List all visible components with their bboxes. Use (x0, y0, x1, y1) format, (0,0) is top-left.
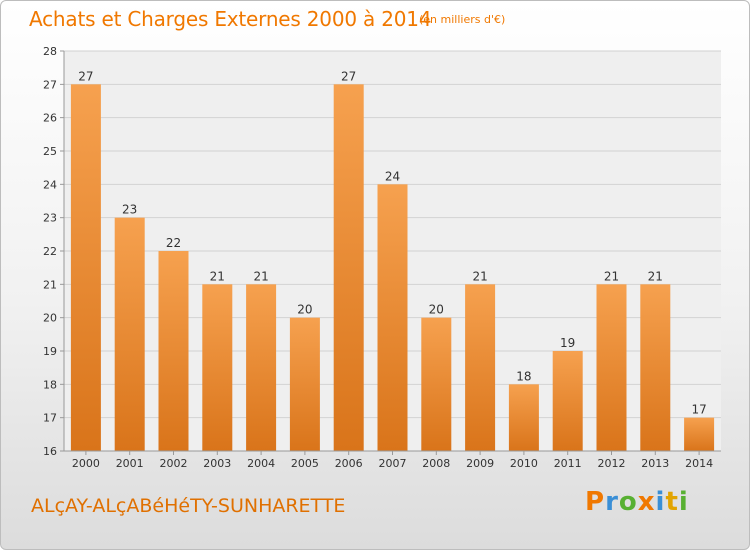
data-label-2002: 22 (166, 236, 181, 250)
data-label-2014: 17 (691, 403, 706, 417)
x-tick-label: 2004 (247, 457, 275, 470)
data-label-2007: 24 (385, 169, 400, 183)
x-tick-label: 2014 (685, 457, 713, 470)
data-label-2012: 21 (604, 269, 619, 283)
logo-letter: o (618, 487, 638, 517)
data-label-2000: 27 (78, 69, 93, 83)
data-label-2008: 20 (429, 303, 444, 317)
bar-2007 (377, 184, 408, 452)
x-tick-label: 2007 (379, 457, 407, 470)
logo-letter: i (655, 487, 666, 517)
y-tick-label: 25 (43, 145, 57, 158)
logo-letter: r (605, 487, 619, 517)
bar-2009 (465, 284, 496, 451)
logo-letter: x (637, 487, 656, 517)
x-tick-label: 2011 (554, 457, 582, 470)
proxiti-logo[interactable]: Proxiti (585, 487, 689, 517)
x-tick-label: 2003 (203, 457, 231, 470)
x-tick-label: 2000 (72, 457, 100, 470)
y-tick-label: 27 (43, 78, 57, 91)
data-label-2005: 20 (297, 303, 312, 317)
bar-2004 (246, 284, 277, 451)
bar-2012 (596, 284, 627, 451)
bar-2010 (508, 384, 539, 451)
bar-2003 (202, 284, 233, 451)
x-tick-label: 2009 (466, 457, 494, 470)
bar-2008 (421, 317, 452, 451)
bar-2013 (640, 284, 671, 451)
x-tick-label: 2013 (641, 457, 669, 470)
y-tick-label: 22 (43, 245, 57, 258)
x-tick-label: 2005 (291, 457, 319, 470)
x-tick-label: 2006 (335, 457, 363, 470)
data-label-2001: 23 (122, 203, 137, 217)
logo-letter: t (665, 487, 679, 517)
y-axis: 16 17 18 19 20 21 22 23 24 25 26 27 28 (43, 45, 65, 458)
x-tick-label: 2010 (510, 457, 538, 470)
y-tick-label: 26 (43, 112, 57, 125)
chart-title: Achats et Charges Externes 2000 à 2014 (29, 7, 432, 31)
y-tick-label: 19 (43, 345, 57, 358)
bar-2000 (70, 84, 101, 451)
commune-name: ALçAY-ALçABéHéTY-SUNHARETTE (31, 495, 346, 517)
y-tick-label: 23 (43, 212, 57, 225)
bar-2006 (333, 84, 364, 451)
bar-2002 (158, 251, 189, 451)
y-tick-label: 28 (43, 45, 57, 58)
x-tick-label: 2002 (160, 457, 188, 470)
x-tick-label: 2008 (422, 457, 450, 470)
logo-letter: i (678, 487, 689, 517)
x-tick-label: 2001 (116, 457, 144, 470)
chart-unit: (en milliers d'€) (419, 13, 506, 26)
y-tick-label: 17 (43, 412, 57, 425)
logo-letter: P (585, 487, 606, 517)
data-label-2011: 19 (560, 336, 575, 350)
bar-2001 (114, 217, 145, 451)
data-label-2003: 21 (210, 269, 225, 283)
bar-2005 (289, 317, 320, 451)
x-tick-label: 2012 (598, 457, 626, 470)
bar-2011 (552, 351, 583, 451)
x-axis: 2000 2001 2002 2003 2004 2005 2006 2007 2008 2009… (64, 450, 721, 470)
bars: 27 23 22 21 21 20 27 24 20 21 18 19 21 21 17 (70, 69, 715, 452)
y-tick-label: 16 (43, 445, 57, 458)
y-tick-label: 18 (43, 378, 57, 391)
data-label-2009: 21 (472, 269, 487, 283)
data-label-2004: 21 (253, 269, 268, 283)
y-tick-label: 20 (43, 312, 57, 325)
data-label-2013: 21 (648, 269, 663, 283)
data-label-2010: 18 (516, 369, 531, 383)
data-label-2006: 27 (341, 69, 356, 83)
y-tick-label: 24 (43, 178, 57, 191)
bar-2014 (684, 417, 715, 451)
y-tick-label: 21 (43, 278, 57, 291)
